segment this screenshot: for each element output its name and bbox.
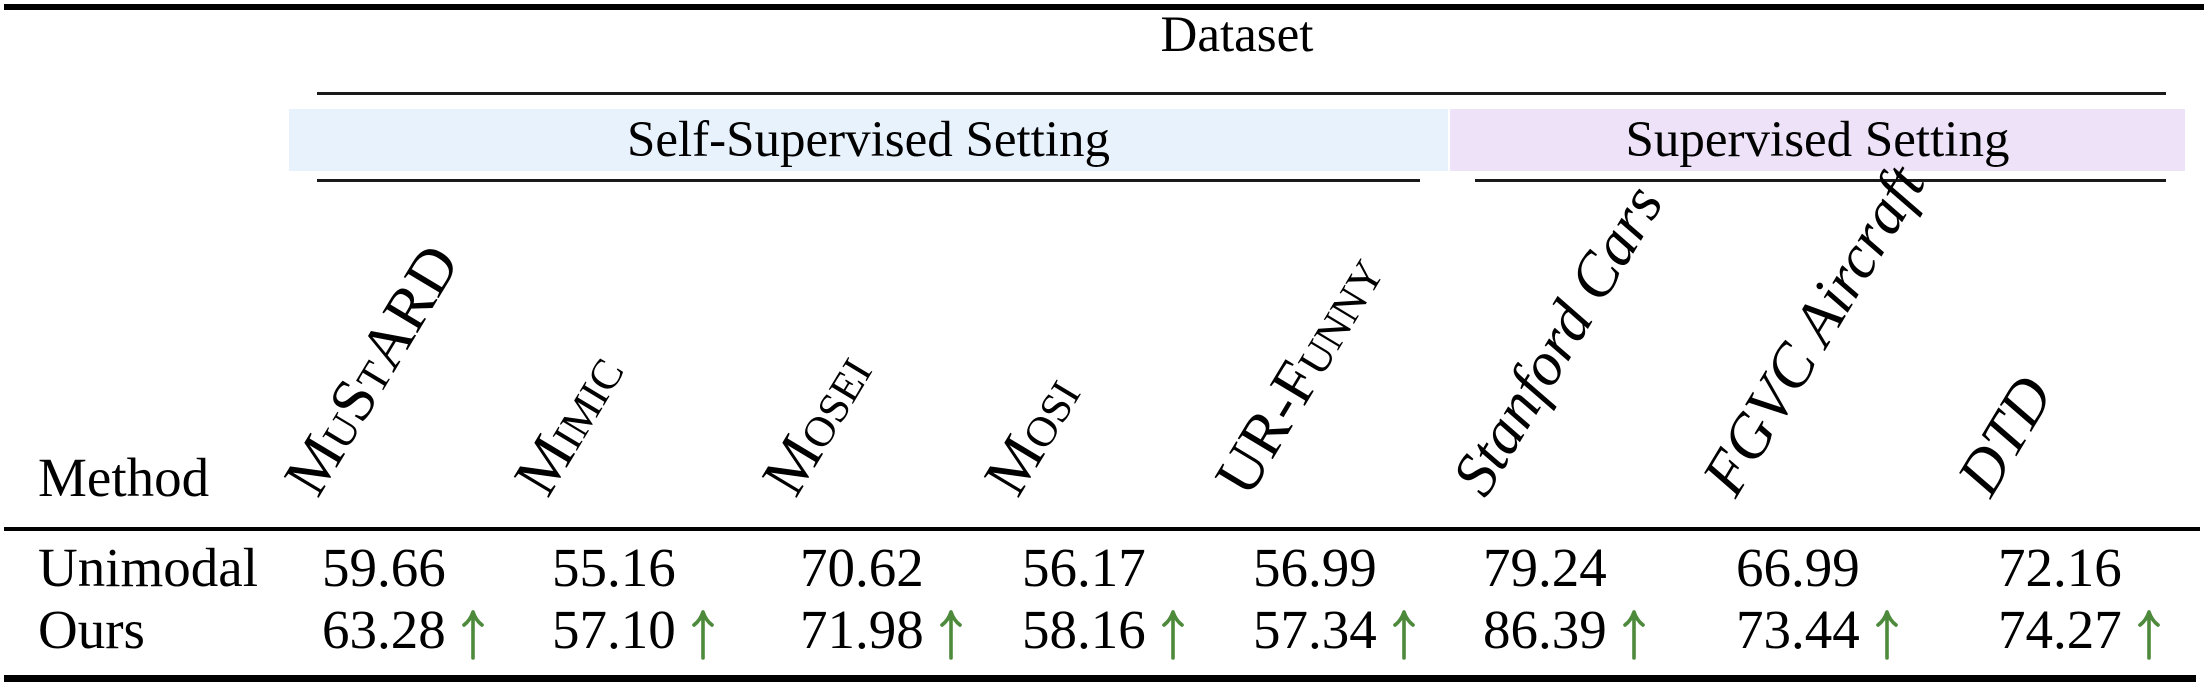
cell-ours-mimic: 57.10 [552,602,715,660]
group-header-supervised: Supervised Setting [1450,109,2185,171]
cell-value: 58.16 [1022,599,1146,660]
self-supervised-group-rule [317,179,1420,182]
cell-unimodal-mosi: 56.17 [1022,540,1146,595]
column-header-fgvc-aircraft: FGVC Aircraft [1689,154,1939,507]
cell-value: 55.16 [552,537,676,598]
cell-value: 74.27 [1998,599,2122,660]
row-label-unimodal: Unimodal [38,537,258,598]
row-label-ours: Ours [38,599,145,660]
table-bottom-rule [4,675,2196,682]
column-header-mimic: Mimic [501,342,638,507]
cell-value: 66.99 [1736,537,1860,598]
cell-value: 56.99 [1253,537,1377,598]
cell-unimodal-fgvc-aircraft: 66.99 [1736,540,1860,595]
group-header-supervised-label: Supervised Setting [1625,111,2010,168]
cell-unimodal-mustard: 59.66 [322,540,446,595]
up-arrow-icon [691,610,714,660]
column-header-dtd: DTD [1944,365,2067,507]
cell-ours-mosei: 71.98 [800,602,963,660]
cell-value: 56.17 [1022,537,1146,598]
cell-ours-mosi: 58.16 [1022,602,1185,660]
cell-unimodal-dtd: 72.16 [1998,540,2122,595]
column-header-stanford-cars: Stanford Cars [1439,173,1677,507]
up-arrow-icon [939,610,962,660]
cell-value: 86.39 [1483,599,1607,660]
supervised-group-rule [1475,179,2166,182]
column-header-ur-funny: UR-Funny [1202,243,1398,507]
up-arrow-icon [1161,610,1184,660]
table-top-rule [4,4,2204,10]
cell-value: 79.24 [1483,537,1607,598]
up-arrow-icon [1392,610,1415,660]
column-header-mosi: Mosi [971,364,1094,507]
cell-unimodal-ur-funny: 56.99 [1253,540,1377,595]
up-arrow-icon [1622,610,1645,660]
cell-unimodal-mimic: 55.16 [552,540,676,595]
dataset-header-rule [317,92,2166,95]
column-header-mosei: Mosei [749,342,886,507]
cell-ours-mustard: 63.28 [322,602,485,660]
group-header-self-supervised: Self-Supervised Setting [289,109,1448,171]
up-arrow-icon [1875,610,1898,660]
table-title: Dataset [1160,7,1314,63]
cell-value: 57.10 [552,599,676,660]
cell-value: 70.62 [800,537,924,598]
cell-ours-fgvc-aircraft: 73.44 [1736,602,1899,660]
up-arrow-icon [2137,610,2160,660]
table-mid-rule [4,527,2200,531]
up-arrow-icon [461,610,484,660]
cell-value: 57.34 [1253,599,1377,660]
cell-value: 72.16 [1998,537,2122,598]
cell-value: 71.98 [800,599,924,660]
column-header-mustard: MuStARD [271,233,473,507]
cell-ours-stanford-cars: 86.39 [1483,602,1646,660]
cell-unimodal-mosei: 70.62 [800,540,924,595]
cell-value: 73.44 [1736,599,1860,660]
group-header-self-supervised-label: Self-Supervised Setting [626,111,1111,168]
cell-value: 59.66 [322,537,446,598]
method-column-header: Method [38,447,210,508]
cell-ours-ur-funny: 57.34 [1253,602,1416,660]
cell-value: 63.28 [322,599,446,660]
cell-ours-dtd: 74.27 [1998,602,2161,660]
cell-unimodal-stanford-cars: 79.24 [1483,540,1607,595]
